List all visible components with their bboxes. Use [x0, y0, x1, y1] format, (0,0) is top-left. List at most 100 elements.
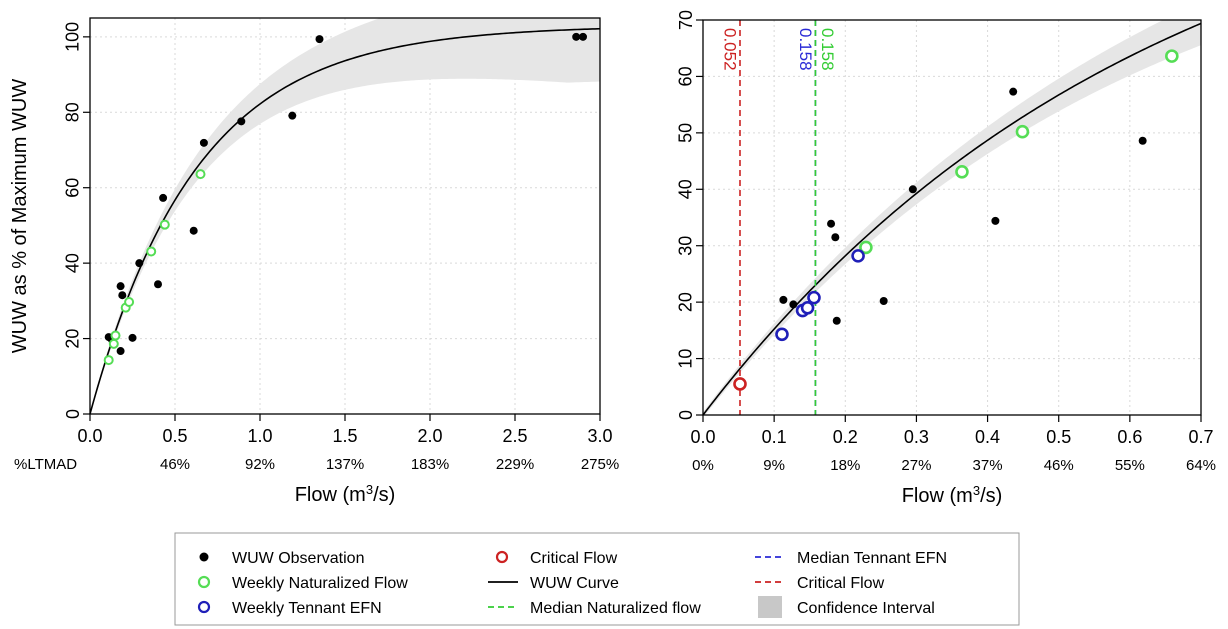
x-tick-label: 0.0 [690, 427, 715, 447]
observation-point [831, 233, 840, 242]
legend-item: WUW Curve [488, 575, 619, 592]
x-tick-label: 3.0 [587, 426, 612, 446]
legend: WUW Observation Weekly Naturalized Flow We… [174, 532, 1020, 626]
observation-point [116, 282, 125, 291]
ltmad-tick-label: 137% [326, 456, 364, 473]
naturalized-point [195, 169, 206, 180]
x-tick-label: 1.5 [332, 426, 357, 446]
right-x-axis-title: Flow (m3/s) [902, 483, 1003, 507]
reference-line-label: 0.052 [721, 28, 740, 71]
y-tick-label: 100 [63, 22, 83, 52]
left-points [103, 32, 587, 366]
legend-item: Critical Flow [495, 550, 618, 567]
x-tick-label: 0.0 [77, 426, 102, 446]
legend-symbol [197, 600, 211, 614]
naturalized-point [146, 246, 157, 257]
naturalized-point [159, 219, 170, 230]
x-tick-label: 0.5 [162, 426, 187, 446]
x-tick-label: 0.7 [1188, 427, 1213, 447]
observation-point [135, 259, 144, 268]
ltmad-tick-label: 64% [1186, 457, 1216, 474]
reference-line-label: 0.158 [818, 28, 837, 71]
left-ltmad-ticks: 46% 92% 137% 183% 229% 275% [160, 456, 619, 473]
legend-symbol [758, 596, 782, 618]
tennant-point [807, 290, 821, 305]
y-tick-label: 10 [676, 349, 696, 369]
naturalized-point [859, 240, 873, 255]
left-x-axis-title: Flow (m3/s) [295, 482, 396, 506]
ltmad-tick-label: 55% [1115, 457, 1145, 474]
legend-label: Weekly Tennant EFN [232, 600, 382, 617]
y-tick-label: 0 [63, 409, 83, 419]
ltmad-tick-label: 37% [973, 457, 1003, 474]
tennant-point [851, 249, 865, 263]
legend-label: Weekly Naturalized Flow [232, 575, 408, 592]
ltmad-tick-label: 183% [411, 456, 449, 473]
observation-point [159, 193, 168, 202]
y-tick-label: 40 [63, 253, 83, 273]
right-gridlines [702, 19, 1202, 416]
legend-symbol [495, 550, 509, 564]
x-tick-label: 0.4 [975, 427, 1000, 447]
observation-point [579, 32, 587, 41]
ltmad-tick-label: 0% [692, 457, 714, 474]
observation-point [237, 117, 246, 126]
observation-point [154, 280, 162, 289]
right-plot-frame [702, 19, 1202, 416]
y-tick-label: 70 [676, 10, 696, 30]
legend-box [174, 532, 1020, 626]
legend-label: Critical Flow [530, 550, 618, 567]
right-x-ticks: 0.0 0.1 0.2 0.3 0.4 0.5 0.6 0.7 [690, 415, 1214, 447]
legend-item: Weekly Tennant EFN [197, 600, 382, 617]
observation-point [572, 32, 581, 41]
right-vertical-reference-lines: 0.052 0.158 0.158 [721, 20, 837, 415]
ltmad-tick-label: 92% [245, 456, 275, 473]
y-tick-label: 60 [63, 178, 83, 198]
x-tick-label: 0.5 [1046, 427, 1071, 447]
naturalized-point [124, 296, 135, 307]
legend-label: WUW Curve [530, 575, 619, 592]
y-tick-label: 80 [63, 102, 83, 122]
left-chart-panel: 0.0 0.5 1.0 1.5 2.0 2.5 3.0 0 20 40 60 80 100 46% 92… [9, 17, 619, 506]
legend-label: Confidence Interval [797, 600, 935, 617]
y-tick-label: 30 [676, 236, 696, 256]
observation-point [288, 111, 297, 120]
legend-items: WUW Observation Weekly Naturalized Flow We… [197, 550, 947, 618]
naturalized-point [110, 330, 121, 341]
critical-flow-point [733, 377, 747, 391]
legend-symbol [199, 552, 209, 562]
right-wuw-curve [702, 22, 1202, 416]
right-y-ticks: 0 10 20 30 40 50 60 70 [676, 10, 703, 420]
legend-item: Confidence Interval [758, 596, 935, 618]
observation-point [189, 226, 198, 235]
observation-point [832, 316, 841, 325]
ltmad-tick-label: 46% [1044, 457, 1074, 474]
naturalized-point [108, 338, 119, 349]
naturalized-point [1165, 49, 1179, 63]
observation-point [779, 295, 788, 304]
ltmad-tick-label: 229% [496, 456, 534, 473]
ltmad-tick-label: 27% [901, 457, 931, 474]
observation-point [1009, 87, 1018, 96]
x-tick-label: 0.1 [762, 427, 787, 447]
observation-point [991, 216, 1000, 225]
y-tick-label: 20 [63, 329, 83, 349]
observation-point [879, 297, 888, 306]
observation-point [128, 333, 137, 342]
legend-item: Weekly Naturalized Flow [197, 575, 408, 592]
right-chart-panel: 0.052 0.158 0.158 0.0 0.1 0.2 0.3 0.4 0.5 0.6 0.7… [676, 10, 1216, 507]
reference-line-label: 0.158 [796, 28, 815, 71]
y-tick-label: 40 [676, 179, 696, 199]
left-x-ticks: 0.0 0.5 1.0 1.5 2.0 2.5 3.0 [77, 414, 613, 446]
right-confidence-band [703, 20, 1201, 415]
y-tick-label: 20 [676, 292, 696, 312]
left-y-axis-title: WUW as % of Maximum WUW [9, 79, 31, 354]
legend-label: WUW Observation [232, 550, 364, 567]
y-tick-label: 60 [676, 66, 696, 86]
observation-point [789, 300, 798, 309]
observation-point [827, 219, 836, 228]
legend-item: Median Naturalized flow [488, 600, 701, 617]
naturalized-point [1015, 124, 1030, 139]
left-ltmad-axis-label: %LTMAD [14, 456, 77, 473]
